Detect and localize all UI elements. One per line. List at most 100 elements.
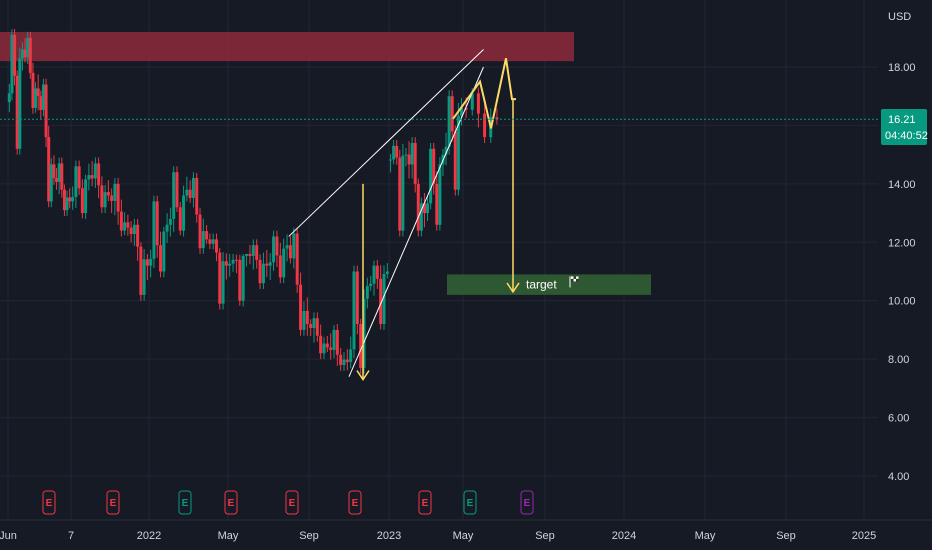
flag-square — [576, 276, 579, 279]
candle-body — [258, 259, 262, 284]
candle-body — [248, 253, 252, 256]
earnings-marker[interactable]: E — [42, 490, 56, 515]
target-zone[interactable] — [447, 274, 651, 295]
candle-body — [483, 113, 487, 138]
x-tick-label: 2022 — [137, 530, 161, 542]
candle-body — [432, 148, 436, 184]
candle-body — [198, 214, 202, 249]
flag-square — [576, 278, 579, 282]
y-tick-label: 18.00 — [888, 62, 916, 74]
candle-body — [162, 231, 166, 272]
earnings-marker[interactable]: E — [520, 490, 534, 515]
candle-body — [379, 278, 383, 325]
candle-body — [228, 263, 232, 266]
x-tick-label: 7 — [68, 530, 74, 542]
candle-body — [214, 239, 218, 253]
candle-body — [178, 207, 182, 231]
earnings-marker[interactable]: E — [224, 490, 238, 515]
candle-body — [245, 253, 249, 256]
current-price-value: 16.21 — [888, 114, 916, 126]
candle-body — [309, 324, 313, 328]
currency-label: USD — [888, 11, 911, 23]
candle-body — [464, 107, 468, 110]
candle-body — [87, 175, 91, 180]
candle-body — [389, 159, 393, 161]
candle-body — [450, 96, 454, 132]
candle-body — [224, 261, 228, 266]
wedge-lower-line[interactable] — [348, 66, 484, 377]
earnings-marker[interactable]: E — [463, 490, 477, 515]
candle-body — [312, 318, 316, 328]
candle-body — [339, 354, 343, 365]
candle-body — [352, 271, 356, 350]
candle-body — [74, 166, 78, 198]
candle-body — [426, 203, 430, 214]
earnings-marker[interactable]: E — [418, 490, 432, 515]
candle-body — [100, 185, 104, 208]
earnings-marker[interactable]: E — [348, 490, 362, 515]
y-tick-label: 12.00 — [888, 237, 916, 249]
candle-body — [34, 88, 38, 108]
candle-body — [459, 107, 463, 116]
earnings-marker-box — [418, 490, 432, 515]
earnings-marker[interactable]: E — [178, 490, 192, 515]
x-tick-label: Jun — [0, 530, 17, 542]
candle-body — [26, 37, 30, 58]
time-axis[interactable]: Jun 7 2022 May Sep 2023 May Sep 2024 May Sep 2025 — [0, 519, 932, 542]
grid — [0, 0, 878, 520]
y-tick-label: 4.00 — [888, 471, 909, 483]
price-axis[interactable]: USD 18.0016.0014.0012.0010.008.006.004.0… — [888, 11, 916, 483]
candle-body — [447, 96, 451, 147]
wedge-upper-line[interactable] — [288, 49, 484, 237]
flag-square — [573, 276, 576, 279]
earnings-marker[interactable]: E — [285, 490, 299, 515]
candle-body — [106, 192, 110, 196]
measured-move-arrowhead — [356, 370, 370, 381]
candle-body — [335, 329, 339, 355]
y-tick-label: 6.00 — [888, 413, 909, 425]
candle-body — [355, 271, 359, 325]
candle-body — [18, 58, 22, 149]
candle-body — [272, 236, 276, 263]
candle-body — [188, 189, 192, 198]
candle-body — [62, 189, 66, 211]
candle-body — [275, 236, 279, 256]
earnings-marker[interactable]: E — [106, 490, 120, 515]
candle-body — [80, 188, 84, 214]
pattern-drawings[interactable] — [288, 49, 520, 381]
earnings-marker-box — [285, 490, 299, 515]
candle-body — [395, 145, 399, 158]
candle-body — [255, 245, 259, 260]
candle-body — [49, 164, 53, 202]
candle-body — [168, 218, 172, 225]
candle-body — [372, 265, 376, 284]
candle-body — [31, 72, 35, 108]
candle-body — [315, 318, 319, 336]
x-tick-label: 2025 — [852, 530, 876, 542]
flag-square — [571, 276, 574, 279]
candle-body — [93, 163, 97, 179]
candle-body — [268, 262, 272, 266]
x-tick-label: Sep — [776, 530, 796, 542]
candle-body — [65, 197, 69, 211]
candle-body — [349, 349, 353, 363]
earnings-marker-label: E — [524, 498, 531, 509]
candle-body — [251, 245, 255, 256]
candle-body — [211, 239, 215, 244]
x-tick-label: Sep — [535, 530, 555, 542]
candle-body — [152, 201, 156, 259]
candle-body — [429, 148, 433, 204]
candle-body — [60, 163, 64, 190]
y-tick-label: 14.00 — [888, 179, 916, 191]
candle-body — [231, 259, 235, 264]
earnings-marker-label: E — [467, 498, 474, 509]
candle-body — [319, 335, 323, 354]
candle-body — [13, 34, 17, 76]
candle-body — [71, 197, 75, 202]
resistance-zone[interactable] — [0, 31, 574, 62]
candle-body — [20, 49, 24, 59]
candle-body — [234, 259, 238, 261]
candle-body — [362, 298, 366, 368]
